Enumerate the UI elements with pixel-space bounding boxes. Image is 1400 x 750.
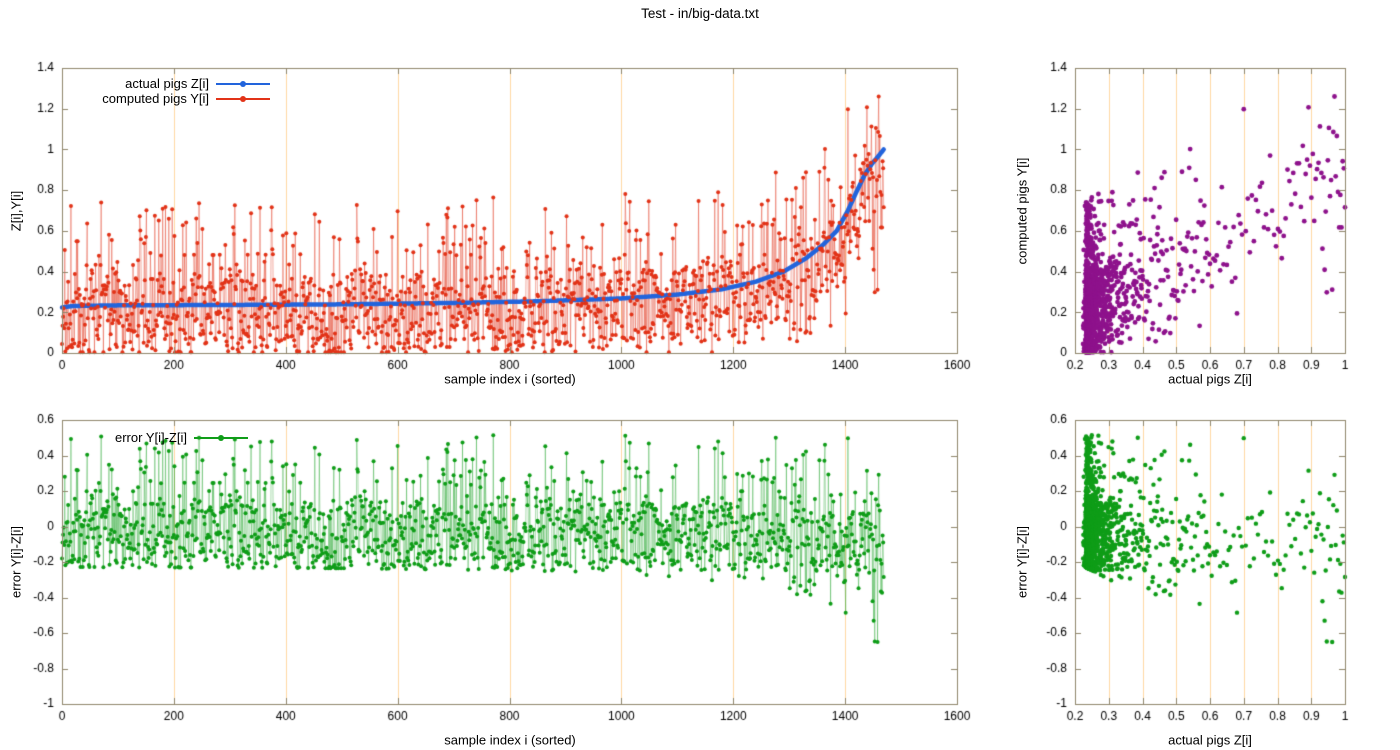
top-right-xaxis-label: actual pigs Z[i] [1168, 371, 1252, 387]
legend-label: computed pigs Y[i] [102, 91, 209, 106]
legend-point-icon [218, 434, 224, 441]
legend-label: actual pigs Z[i] [125, 76, 209, 91]
figure-title: Test - in/big-data.txt [641, 6, 759, 21]
legend-line-sample [216, 91, 270, 106]
legend-top-left: actual pigs Z[i] computed pigs Y[i] [62, 76, 270, 106]
top-left-xaxis-label: sample index i (sorted) [444, 371, 576, 387]
legend-line-sample [216, 76, 270, 91]
legend-entry-error: error Y[i]-Z[i] [62, 430, 248, 445]
legend-line-sample [194, 430, 248, 445]
bottom-left-yaxis-label: error Y[i]-Z[i] [8, 526, 24, 598]
bottom-right-xaxis-label: actual pigs Z[i] [1168, 732, 1252, 748]
bottom-right-yaxis-label: error Y[i]-Z[i] [1014, 526, 1030, 598]
top-left-yaxis-label: Z[i],Y[i] [8, 190, 24, 232]
legend-bottom-left: error Y[i]-Z[i] [62, 430, 248, 445]
legend-label: error Y[i]-Z[i] [115, 430, 187, 445]
legend-entry-actual: actual pigs Z[i] [62, 76, 270, 91]
bottom-left-xaxis-label: sample index i (sorted) [444, 732, 576, 748]
legend-point-icon [240, 95, 246, 102]
legend-entry-computed: computed pigs Y[i] [62, 91, 270, 106]
legend-point-icon [240, 80, 246, 87]
top-right-yaxis-label: computed pigs Y[i] [1014, 157, 1030, 265]
